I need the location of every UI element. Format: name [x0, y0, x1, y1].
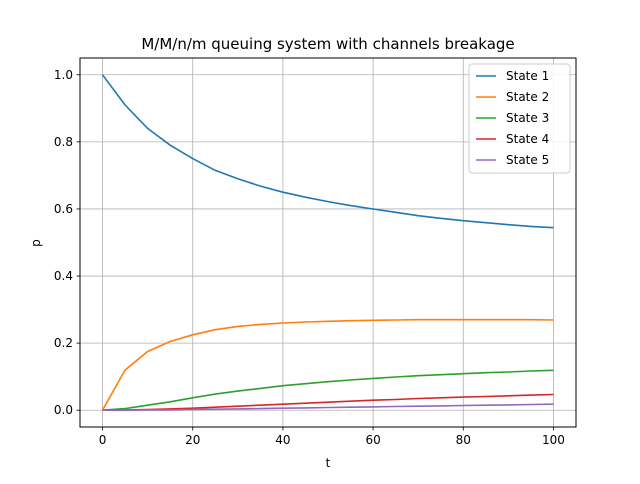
x-tick-label: 40 [275, 433, 290, 447]
x-tick-label: 100 [542, 433, 565, 447]
y-tick-label: 0.2 [54, 336, 73, 350]
legend-label: State 1 [506, 69, 549, 83]
y-tick-label: 1.0 [54, 68, 73, 82]
y-tick-label: 0.4 [54, 269, 73, 283]
x-tick-label: 0 [99, 433, 107, 447]
series-line-state-3 [102, 369, 554, 411]
y-axis-label: p [29, 239, 43, 247]
x-tick-label: 80 [456, 433, 471, 447]
y-tick-label: 0.0 [54, 403, 73, 417]
legend-label: State 4 [506, 132, 549, 146]
series-line-state-2 [101, 318, 554, 411]
x-tick-label: 60 [365, 433, 380, 447]
x-tick-label: 20 [185, 433, 200, 447]
chart-title: M/M/n/m queuing system with channels bre… [141, 35, 514, 53]
y-tick-label: 0.6 [54, 202, 73, 216]
x-axis-label: t [326, 456, 331, 470]
series-group [101, 74, 554, 412]
legend-label: State 3 [506, 111, 549, 125]
y-tick-label: 0.8 [54, 135, 73, 149]
legend-box [468, 63, 571, 174]
series-line-state-5 [102, 403, 554, 412]
legend: State 1 State 2 State 3 State 4 State 5 [468, 63, 571, 174]
series-line-state-4 [102, 393, 554, 411]
series-line-state-1 [101, 74, 554, 229]
ticks: 0 20 40 60 80 100 0.0 0.2 0.4 0.6 0.8 1.0 [54, 68, 565, 447]
legend-label: State 2 [506, 90, 549, 104]
legend-label: State 5 [506, 153, 549, 167]
plot-frame [79, 57, 577, 428]
